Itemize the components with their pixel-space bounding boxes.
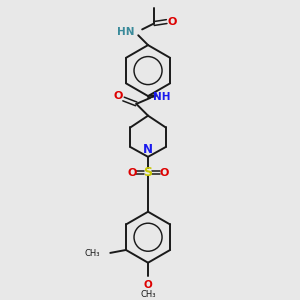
- Text: O: O: [159, 167, 168, 178]
- Text: CH₃: CH₃: [140, 290, 156, 299]
- Text: O: O: [114, 91, 123, 101]
- Text: O: O: [144, 280, 152, 290]
- Text: S: S: [143, 166, 152, 179]
- Text: NH: NH: [153, 92, 170, 102]
- Text: O: O: [128, 167, 137, 178]
- Text: HN: HN: [117, 27, 134, 37]
- Text: N: N: [143, 143, 153, 156]
- Text: O: O: [168, 16, 177, 27]
- Text: CH₃: CH₃: [85, 249, 100, 258]
